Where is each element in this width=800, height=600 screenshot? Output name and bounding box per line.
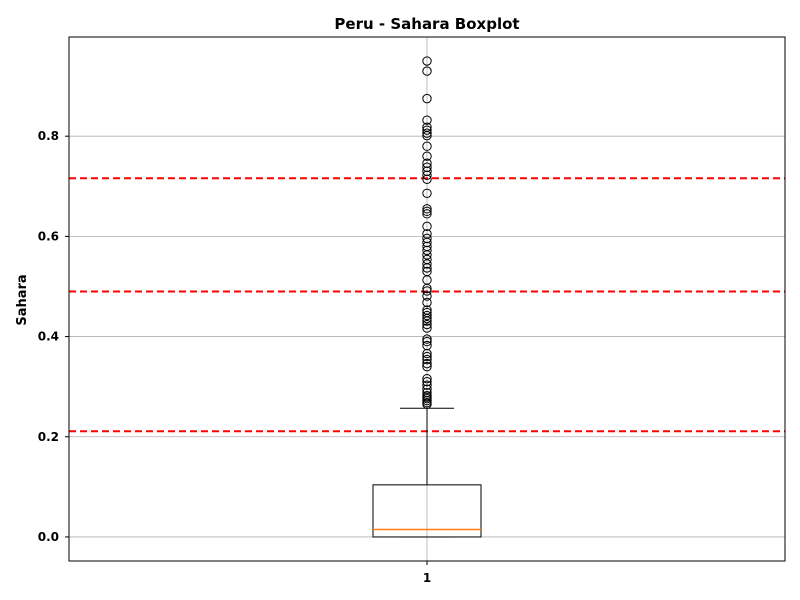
outlier-point bbox=[422, 188, 432, 198]
outlier-point bbox=[422, 334, 432, 344]
outlier-point bbox=[422, 128, 432, 138]
outlier-point bbox=[422, 354, 432, 365]
outlier-point bbox=[422, 361, 432, 372]
y-tick-label: 0.8 bbox=[38, 129, 59, 143]
outlier-point bbox=[422, 229, 432, 239]
outlier-point bbox=[422, 209, 432, 219]
outlier-point bbox=[422, 387, 432, 398]
x-tick-label: 1 bbox=[423, 571, 431, 585]
box-group bbox=[372, 407, 482, 538]
box-iqr bbox=[372, 484, 482, 538]
outlier-point bbox=[422, 56, 432, 66]
outlier-point bbox=[422, 66, 432, 76]
outlier-point bbox=[422, 319, 432, 330]
outlier-point bbox=[422, 373, 432, 384]
outlier-point bbox=[422, 233, 432, 244]
y-tick-label: 0.0 bbox=[38, 530, 59, 544]
outlier-point bbox=[422, 259, 432, 269]
outlier-point bbox=[422, 206, 432, 217]
y-tick-label: 0.6 bbox=[38, 229, 59, 243]
outlier-point bbox=[422, 93, 432, 104]
y-tick-label: 0.2 bbox=[38, 430, 59, 444]
outlier-point bbox=[422, 221, 432, 232]
outliers bbox=[422, 56, 432, 409]
outlier-point bbox=[422, 390, 432, 401]
y-axis-label: Sahara bbox=[15, 274, 30, 325]
outlier-point bbox=[422, 204, 432, 214]
outlier-point bbox=[422, 151, 432, 161]
outlier-point bbox=[422, 340, 432, 351]
outlier-point bbox=[422, 351, 432, 362]
y-tick-label: 0.4 bbox=[38, 330, 59, 344]
outlier-point bbox=[422, 115, 432, 125]
outlier-point bbox=[422, 307, 432, 318]
outlier-point bbox=[422, 125, 432, 135]
outlier-point bbox=[422, 384, 432, 394]
outlier-point bbox=[422, 141, 432, 151]
axes: 0.0 0.2 0.4 0.6 0.8 1 bbox=[38, 129, 431, 585]
outlier-point bbox=[422, 376, 432, 387]
plot-frame bbox=[68, 36, 786, 562]
outlier-point bbox=[422, 336, 432, 347]
outlier-point bbox=[422, 254, 432, 265]
outlier-point bbox=[422, 291, 432, 301]
outlier-point bbox=[422, 266, 432, 277]
outlier-point bbox=[422, 122, 432, 132]
outlier-point bbox=[422, 305, 432, 315]
outlier-point bbox=[422, 358, 432, 369]
outlier-point bbox=[422, 297, 432, 308]
chart-title: Peru - Sahara Boxplot bbox=[334, 15, 519, 33]
outlier-point bbox=[422, 323, 432, 333]
outlier-point bbox=[422, 380, 432, 390]
outlier-point bbox=[422, 310, 432, 321]
outlier-point bbox=[422, 162, 432, 172]
outlier-point bbox=[422, 158, 432, 168]
outlier-point bbox=[422, 286, 432, 296]
